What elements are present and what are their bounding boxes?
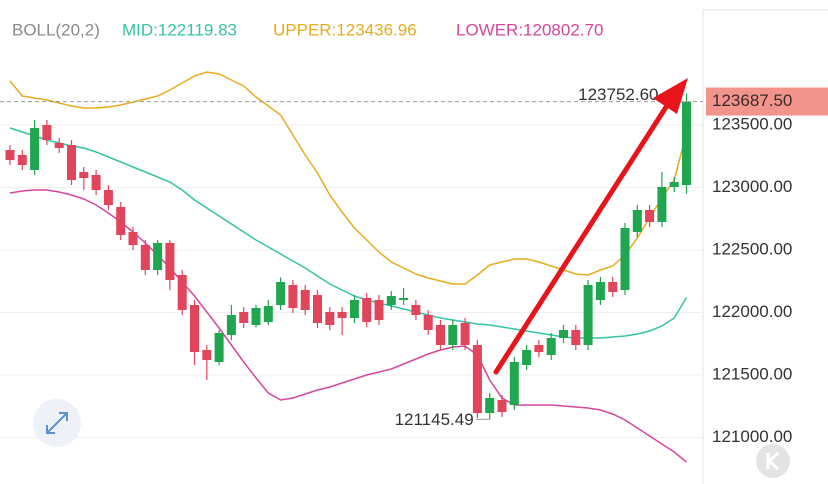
candle-body bbox=[497, 400, 507, 412]
candle-body bbox=[472, 345, 482, 413]
y-tick-label: 122000.00 bbox=[712, 302, 792, 321]
k-circle[interactable] bbox=[756, 444, 790, 478]
candle-body bbox=[485, 398, 495, 413]
k-button[interactable] bbox=[756, 444, 790, 478]
candle-body bbox=[165, 243, 175, 280]
candle-body bbox=[460, 323, 470, 345]
candle-body bbox=[595, 282, 605, 300]
legend-entry: LOWER:120802.70 bbox=[456, 20, 603, 39]
candle-body bbox=[669, 182, 679, 187]
candle-body bbox=[337, 312, 347, 318]
candle-body bbox=[276, 282, 286, 305]
candle-body bbox=[571, 330, 581, 345]
candle-body bbox=[559, 330, 568, 338]
grid bbox=[0, 124, 703, 438]
y-tick-label: 123000.00 bbox=[712, 177, 792, 196]
candle-body bbox=[632, 210, 642, 232]
candle-body bbox=[251, 308, 261, 325]
candle-body bbox=[448, 325, 458, 345]
candle-body bbox=[362, 298, 372, 322]
k-icon[interactable] bbox=[766, 451, 779, 471]
candle-body bbox=[190, 305, 199, 352]
candle-body bbox=[436, 325, 445, 345]
candle-body bbox=[645, 210, 655, 222]
candle-body bbox=[423, 315, 433, 330]
candle-body bbox=[313, 295, 322, 323]
candle-body bbox=[546, 338, 556, 355]
last-price-label: 123687.50 bbox=[712, 91, 792, 110]
candle-body bbox=[682, 101, 691, 185]
arrow-head bbox=[653, 78, 688, 114]
overlay: 121000.00 121500.00 122000.00 122500.00 1230… bbox=[0, 85, 828, 446]
candle-body bbox=[239, 312, 249, 323]
candle-body bbox=[140, 245, 150, 270]
legend: BOLL(20,2) MID:122119.83 UPPER:123436.96 L… bbox=[12, 20, 603, 39]
candle-body bbox=[386, 296, 396, 305]
candle-body bbox=[399, 298, 409, 300]
candle-body bbox=[177, 275, 187, 310]
y-tick-label: 121000.00 bbox=[712, 427, 792, 446]
high-label: 123752.60 bbox=[578, 85, 658, 104]
candle-body bbox=[509, 362, 519, 405]
candle-body bbox=[583, 285, 593, 345]
candle-body bbox=[116, 207, 126, 235]
candle-body bbox=[411, 305, 421, 315]
candle-body bbox=[325, 312, 335, 325]
candle-body bbox=[263, 306, 273, 322]
candle-body bbox=[103, 190, 113, 205]
candle-body bbox=[5, 150, 15, 160]
indicator-label: BOLL(20,2) bbox=[12, 20, 100, 39]
candle-body bbox=[153, 243, 163, 270]
candle-body bbox=[534, 345, 544, 352]
candle-body bbox=[300, 290, 310, 310]
candle-body bbox=[349, 300, 359, 318]
trend-arrow bbox=[493, 78, 688, 375]
candle-body bbox=[79, 172, 89, 178]
candle-body bbox=[608, 282, 618, 292]
candle-body bbox=[67, 145, 76, 180]
candle-body bbox=[226, 315, 236, 335]
candle-body bbox=[42, 125, 52, 140]
expand-button[interactable] bbox=[33, 399, 81, 447]
candles bbox=[5, 93, 691, 420]
low-label: 121145.49 bbox=[395, 410, 474, 429]
legend-entry: UPPER:123436.96 bbox=[273, 20, 417, 39]
candle-body bbox=[374, 300, 384, 320]
candle-body bbox=[128, 232, 138, 245]
y-tick-label: 121500.00 bbox=[712, 364, 792, 383]
legend-entry: MID:122119.83 bbox=[122, 20, 237, 39]
candle-body bbox=[620, 228, 630, 290]
y-tick-label: 123500.00 bbox=[712, 114, 792, 133]
candle-body bbox=[522, 350, 532, 365]
y-tick-label: 122500.00 bbox=[712, 239, 792, 258]
candle-body bbox=[91, 175, 101, 190]
candle-body bbox=[17, 155, 27, 165]
candle-body bbox=[54, 143, 64, 148]
candle-body bbox=[288, 285, 298, 308]
candle-body bbox=[657, 187, 667, 222]
last-price-tag bbox=[706, 87, 828, 116]
expand-icon[interactable] bbox=[46, 412, 68, 434]
candle-body bbox=[202, 350, 212, 360]
arrow-shaft bbox=[493, 101, 671, 375]
band-line bbox=[9, 71, 688, 285]
candle-body bbox=[30, 128, 40, 170]
candle-body bbox=[214, 333, 224, 362]
